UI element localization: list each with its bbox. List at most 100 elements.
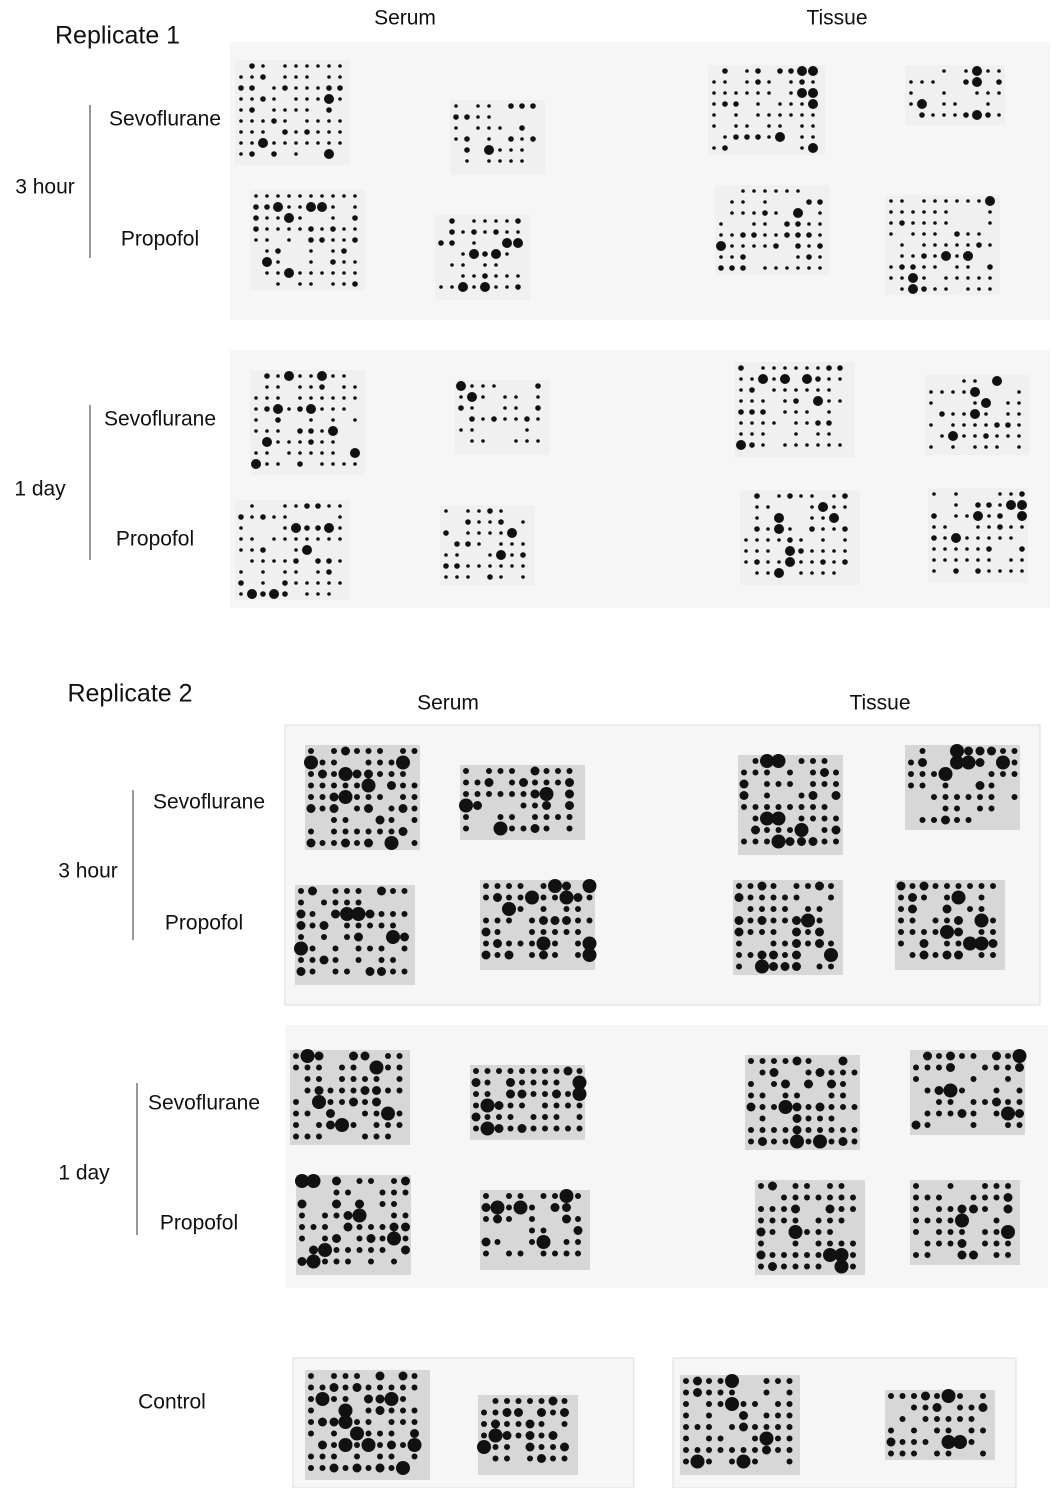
blot-spot: [787, 1378, 793, 1384]
blot-spot: [988, 210, 992, 214]
blot-spot: [750, 421, 754, 425]
blot-spot: [476, 104, 480, 108]
blot-spot: [258, 138, 268, 148]
blot-spot: [966, 276, 970, 280]
blot-spot: [449, 229, 455, 235]
blot-spot: [264, 204, 270, 210]
blot-spot: [764, 1390, 770, 1396]
blot-spot: [774, 568, 784, 578]
blot-spot: [320, 794, 326, 800]
blot-spot: [763, 200, 767, 204]
blot-spot: [741, 770, 747, 776]
blot-spot: [940, 390, 944, 394]
blot-spot: [806, 1116, 812, 1122]
blot-spot: [322, 1236, 328, 1242]
blot-spot: [508, 1114, 514, 1120]
blot-spot: [925, 1252, 931, 1258]
blot-spot: [320, 921, 329, 930]
blot-spot: [494, 219, 498, 223]
blot-spot: [575, 952, 581, 958]
blot-spot: [832, 560, 836, 564]
blot-spot: [400, 1408, 406, 1414]
blot-spot: [751, 826, 760, 835]
blot-spot: [298, 1200, 307, 1209]
blot-spot: [487, 126, 491, 130]
blot-spot: [799, 758, 805, 764]
blot-spot: [516, 274, 520, 278]
blot-spot: [959, 1053, 965, 1059]
blot-spot: [531, 1080, 537, 1086]
blot-spot: [318, 1243, 332, 1257]
blot-spot: [909, 80, 913, 84]
blot-spot: [764, 839, 770, 845]
blot-spot: [998, 492, 1002, 496]
blot-spot: [964, 69, 968, 73]
blot-spot: [827, 377, 831, 381]
blot-spot: [542, 801, 551, 810]
blot-spot: [574, 1226, 583, 1235]
blot-spot: [567, 814, 573, 820]
blot-spot: [922, 199, 926, 203]
blot-spot: [774, 233, 778, 237]
blot-spot: [496, 1068, 502, 1074]
blot-spot: [341, 747, 350, 756]
blot-spot: [730, 244, 734, 248]
blot-spot: [953, 568, 959, 574]
blot-spot: [377, 967, 386, 976]
blot-spot: [729, 1424, 735, 1430]
blot-spot: [741, 200, 745, 204]
blot-spot: [913, 1076, 919, 1082]
blot-spot: [344, 969, 350, 975]
blot-spot: [898, 941, 904, 947]
blot-spot: [454, 563, 460, 569]
blot-spot: [366, 1465, 372, 1471]
blot-spot: [309, 194, 313, 198]
blot-spot: [840, 1093, 846, 1099]
row-label: Propofol: [121, 228, 199, 251]
blot-spot: [328, 1099, 334, 1105]
blot-spot: [498, 126, 502, 130]
blot-spot: [342, 282, 346, 286]
blot-spot: [992, 1098, 1001, 1107]
blot-spot: [330, 1383, 339, 1392]
blot-spot: [772, 835, 786, 849]
blot-spot: [985, 112, 991, 118]
blot-spot: [573, 1087, 587, 1101]
blot-spot: [298, 374, 302, 378]
blot-spot: [722, 145, 728, 151]
blot-spot: [344, 900, 350, 906]
blot-spot: [826, 1205, 835, 1214]
blot-spot: [298, 271, 302, 275]
blot-spot: [536, 395, 540, 399]
blot-spot: [361, 1086, 370, 1095]
blot-spot: [810, 571, 814, 575]
blot-spot: [294, 130, 298, 134]
blot-spot: [475, 780, 481, 786]
blot-spot: [987, 536, 991, 540]
blot-spot: [910, 264, 916, 270]
blot-spot: [342, 396, 346, 400]
blot-spot: [364, 839, 373, 848]
blot-spot: [560, 891, 574, 905]
blot-spot: [397, 1088, 403, 1094]
blot-spot: [487, 115, 491, 119]
blot-spot: [298, 396, 302, 400]
blot-spot: [493, 939, 502, 948]
blot-spot: [283, 504, 287, 508]
blot-spot: [771, 1127, 777, 1133]
blot-spot: [389, 806, 395, 812]
blot-spot: [790, 1135, 804, 1149]
blot-spot: [587, 918, 593, 924]
blot-spot: [377, 1442, 383, 1448]
blot-spot: [400, 748, 406, 754]
blot-spot: [793, 1252, 799, 1258]
blot-spot: [1017, 1099, 1023, 1105]
blot-spot: [750, 432, 754, 436]
blot-spot: [239, 592, 243, 596]
blot-spot: [1017, 1122, 1023, 1128]
blot-spot: [276, 462, 280, 466]
blot-spot: [794, 366, 798, 370]
blot-spot: [973, 379, 977, 383]
blot-spot: [328, 1088, 334, 1094]
blot-spot: [319, 384, 325, 390]
